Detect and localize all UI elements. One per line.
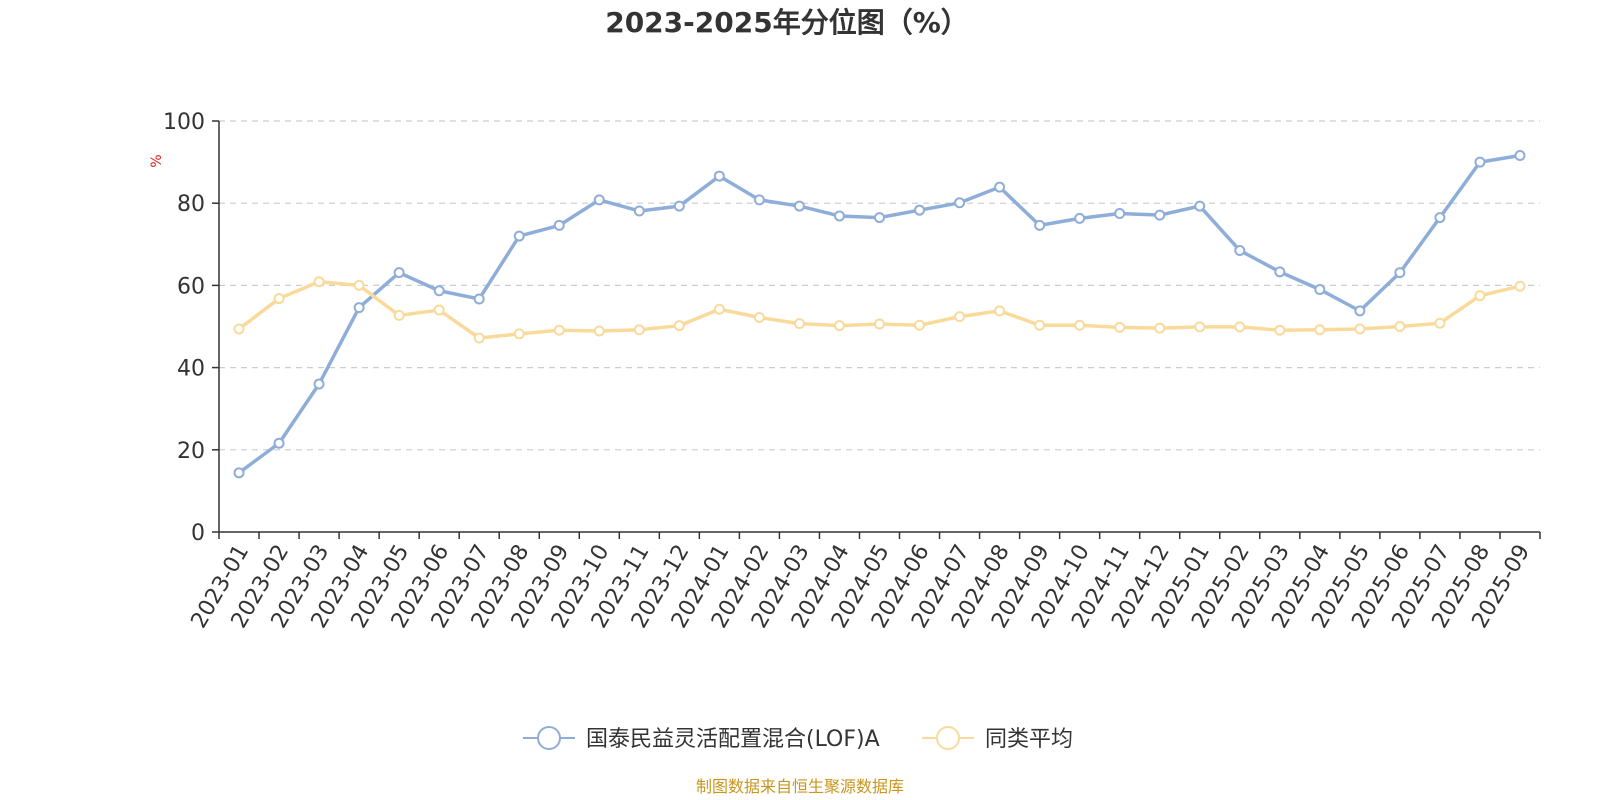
y-tick-label: 60: [177, 274, 205, 299]
data-point[interactable]: [994, 305, 1006, 317]
data-point[interactable]: [914, 204, 926, 216]
chart-title: 2023-2025年分位图（%）: [605, 6, 969, 39]
y-tick-label: 20: [177, 439, 205, 464]
data-point[interactable]: [313, 378, 325, 390]
legend-circle-icon: [537, 726, 561, 750]
legend-label: 国泰民益灵活配置混合(LOF)A: [586, 727, 880, 752]
data-point[interactable]: [753, 311, 765, 323]
data-point[interactable]: [1274, 324, 1286, 336]
data-point[interactable]: [1274, 266, 1286, 278]
y-axis-unit-label: %: [149, 154, 165, 167]
data-point[interactable]: [553, 324, 565, 336]
data-point[interactable]: [593, 194, 605, 206]
data-point[interactable]: [713, 170, 725, 182]
data-point[interactable]: [954, 197, 966, 209]
data-point[interactable]: [833, 320, 845, 332]
data-point[interactable]: [1034, 319, 1046, 331]
data-point[interactable]: [874, 212, 885, 224]
data-point[interactable]: [914, 319, 926, 331]
data-point[interactable]: [593, 325, 605, 337]
legend-item[interactable]: 国泰民益灵活配置混合(LOF)A: [523, 726, 880, 752]
data-point[interactable]: [1434, 212, 1446, 224]
data-point[interactable]: [1154, 209, 1166, 221]
data-point[interactable]: [1394, 321, 1406, 332]
source-note: 制图数据来自恒生聚源数据库: [696, 777, 904, 796]
data-point[interactable]: [1394, 267, 1406, 279]
data-point[interactable]: [393, 267, 405, 279]
data-point[interactable]: [273, 293, 285, 305]
data-point[interactable]: [233, 467, 245, 479]
legend-label: 同类平均: [985, 727, 1073, 752]
y-tick-label: 80: [177, 192, 205, 217]
axes: [212, 120, 1541, 539]
data-point[interactable]: [994, 181, 1006, 193]
data-point[interactable]: [233, 323, 245, 335]
series-line: [237, 279, 1521, 340]
data-point[interactable]: [1314, 324, 1326, 336]
data-point[interactable]: [1234, 321, 1246, 333]
data-point[interactable]: [633, 205, 645, 217]
data-point[interactable]: [1194, 321, 1206, 333]
y-tick-labels: 0 20 40 60 80 100: [163, 110, 205, 546]
data-point[interactable]: [673, 320, 685, 332]
data-point[interactable]: [793, 318, 805, 330]
data-point[interactable]: [473, 332, 485, 344]
data-point[interactable]: [1034, 219, 1046, 231]
data-point[interactable]: [1194, 200, 1206, 212]
data-point[interactable]: [353, 279, 365, 291]
data-point[interactable]: [1114, 321, 1126, 333]
data-point[interactable]: [473, 293, 485, 305]
y-tick-label: 40: [177, 357, 205, 382]
data-point[interactable]: [753, 194, 765, 206]
data-point[interactable]: [1074, 319, 1086, 331]
data-point[interactable]: [1514, 150, 1526, 162]
data-point[interactable]: [954, 311, 966, 323]
y-tick-label: 100: [163, 110, 205, 135]
data-point[interactable]: [1114, 207, 1126, 219]
data-point[interactable]: [1234, 244, 1246, 256]
data-point[interactable]: [313, 276, 325, 288]
x-tick-labels: 2023-012023-022023-032023-042023-052023-…: [187, 540, 1536, 632]
legend[interactable]: 国泰民益灵活配置混合(LOF)A 同类平均: [523, 726, 1073, 752]
data-point[interactable]: [713, 303, 725, 315]
data-point[interactable]: [513, 328, 525, 340]
legend-item[interactable]: 同类平均: [922, 726, 1073, 752]
data-point[interactable]: [874, 318, 885, 330]
data-point[interactable]: [433, 304, 445, 316]
data-point[interactable]: [553, 219, 565, 231]
data-point[interactable]: [1434, 317, 1446, 329]
data-point[interactable]: [1354, 323, 1366, 335]
data-point[interactable]: [1514, 280, 1526, 292]
data-point[interactable]: [353, 302, 365, 314]
data-point[interactable]: [1074, 212, 1086, 224]
data-point[interactable]: [1314, 284, 1326, 296]
data-point[interactable]: [273, 437, 285, 449]
data-point[interactable]: [633, 324, 645, 336]
data-point[interactable]: [393, 309, 405, 321]
data-point[interactable]: [1354, 305, 1366, 317]
data-point[interactable]: [513, 230, 525, 242]
data-point[interactable]: [1154, 322, 1166, 334]
data-point[interactable]: [673, 200, 685, 212]
data-point[interactable]: [793, 200, 805, 212]
y-tick-label: 0: [191, 521, 205, 546]
data-point[interactable]: [833, 210, 845, 222]
series-1: [233, 150, 1526, 479]
series-2: [233, 276, 1526, 344]
series-layer: [233, 150, 1526, 479]
grid-lines: [219, 120, 1540, 451]
data-point[interactable]: [1474, 156, 1486, 168]
legend-circle-icon: [936, 726, 960, 750]
data-point[interactable]: [433, 285, 445, 297]
data-point[interactable]: [1474, 290, 1486, 302]
